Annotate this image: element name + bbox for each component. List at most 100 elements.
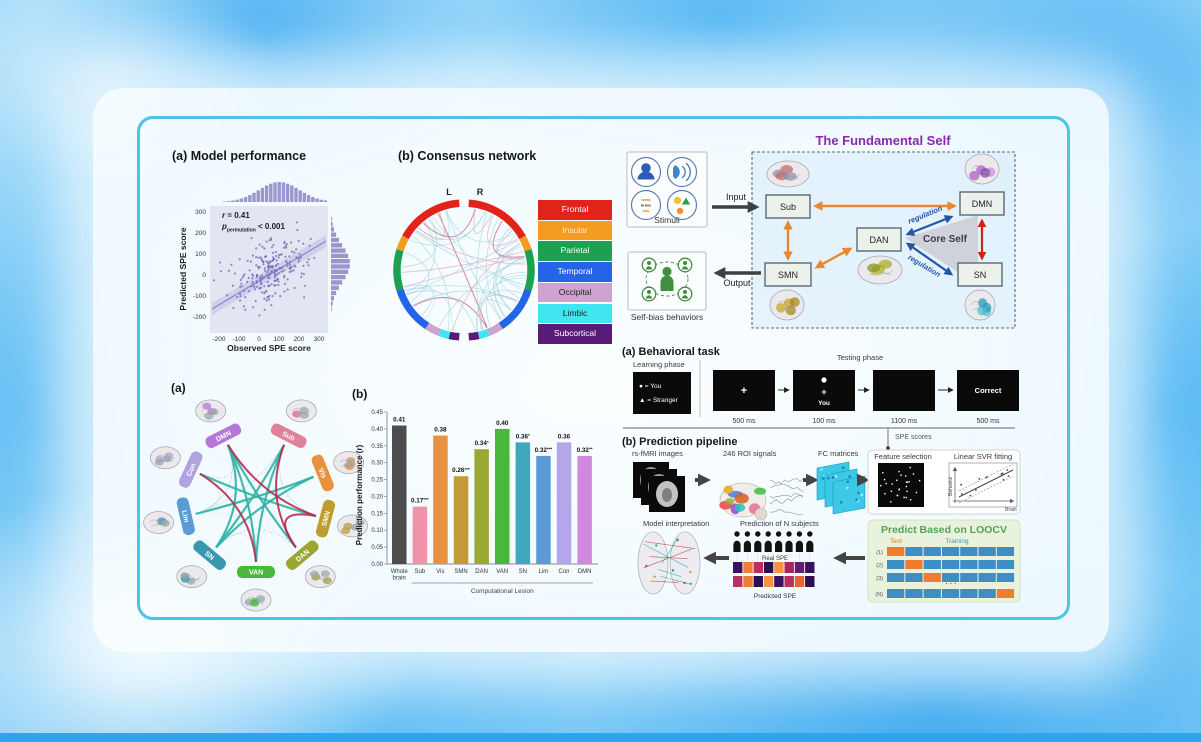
svg-text:Lim: Lim: [539, 569, 549, 575]
screen-stimulus: [793, 370, 855, 411]
stimulus-fixation: +: [821, 387, 826, 397]
svg-text:brave: brave: [641, 204, 651, 208]
scatter-ytick: -200: [192, 314, 206, 321]
svg-text:Vis: Vis: [436, 569, 444, 575]
model-interpretation-label: Model interpretation: [643, 519, 709, 528]
ring-node-smn: SMN: [315, 499, 336, 538]
fixation-cross: +: [741, 385, 747, 397]
fundamental-self-title: The Fundamental Self: [815, 133, 951, 148]
ring-node-con: Con: [178, 451, 203, 488]
brain-icon: [149, 446, 181, 470]
brain-icon: [285, 399, 317, 423]
consensus-connectogram: L R: [393, 187, 535, 341]
ring-node-van: VAN: [237, 566, 275, 578]
bar-vis: [433, 435, 448, 564]
subject-icon: [743, 531, 751, 561]
screen-fixation: [713, 370, 775, 411]
svg-text:0.05: 0.05: [371, 545, 383, 551]
feature-selection-label: Feature selection: [874, 452, 932, 461]
fc-matrices-icon: [816, 461, 866, 515]
subject-icon: [795, 531, 803, 561]
learning-cue-screen: [633, 372, 691, 414]
cue-stranger: ▲ = Stranger: [639, 397, 679, 404]
smn-dan-arrow: [814, 247, 853, 269]
svg-text:0.32***: 0.32***: [535, 447, 553, 454]
svg-text:(1): (1): [876, 550, 883, 556]
model-interpretation-brain-icon: [637, 531, 701, 595]
bar-con: [556, 442, 572, 564]
svg-text:0.32**: 0.32**: [577, 447, 593, 454]
node-dan: DAN: [869, 235, 888, 245]
ring-red-edges: [199, 444, 317, 563]
node-sn: SN: [974, 270, 987, 280]
svg-text:DAN: DAN: [475, 569, 488, 575]
bar-whole-brain: [392, 425, 407, 564]
time-3: 1100 ms: [891, 418, 918, 425]
predicted-spe-label: Predicted SPE: [754, 593, 797, 600]
node-sub: Sub: [780, 202, 796, 212]
bar-van: [495, 428, 510, 564]
bar-sn: [515, 442, 531, 564]
subject-icon: [754, 531, 762, 561]
loocv-title: Predict Based on LOOCV: [881, 524, 1007, 536]
feature-dots: [880, 466, 921, 503]
bar-dan: [474, 449, 489, 564]
node-smn: SMN: [778, 270, 798, 280]
brain-icon: [195, 399, 227, 423]
svg-text:(3): (3): [876, 576, 883, 582]
svg-text:0.41: 0.41: [393, 417, 406, 424]
scatter-ytick: 200: [195, 230, 206, 237]
ring-panel-label: (a): [171, 381, 186, 395]
svg-text:(N): (N): [875, 592, 883, 598]
bar-xlabel: Computational Lesion: [471, 588, 534, 595]
brain-icon: [766, 160, 810, 188]
brain-icon: [143, 511, 174, 534]
shapes-stimulus-icon: [666, 189, 698, 221]
feedback-text: Correct: [975, 386, 1002, 395]
subject-icon: [733, 531, 741, 561]
ring-node-lim: Lim: [176, 497, 195, 536]
ring-node-vis: Vis: [311, 454, 334, 492]
dmn-dan-regulation-arrow: [905, 215, 954, 236]
scatter-panel-title: (a) Model performance: [172, 149, 307, 163]
ring-node-dmn: DMN: [205, 423, 242, 449]
loocv-training-label: Training: [945, 538, 969, 545]
ring-node-sn: SN: [193, 540, 227, 570]
svg-text:VAN: VAN: [496, 569, 508, 575]
subject-icon: [775, 531, 783, 561]
subject-icon: [764, 531, 772, 561]
brain-icon: [304, 565, 336, 589]
ring-teal-edges: [195, 444, 317, 563]
svg-text:0.30: 0.30: [371, 461, 383, 467]
spe-connector-dot: [886, 446, 890, 450]
scatter-xtick: 100: [273, 336, 285, 343]
svr-plot: Behavior Brain: [948, 462, 1018, 513]
time-1: 500 ms: [733, 418, 756, 425]
roi-brain-icon: [719, 478, 804, 521]
legend-row: Frontal: [538, 200, 612, 220]
svg-text:0.26***: 0.26***: [452, 467, 470, 474]
sn-dan-regulation-arrow: [905, 242, 954, 276]
screen-feedback: [957, 370, 1019, 411]
bar-sub: [412, 506, 428, 564]
spe-scores-label: SPE scores: [895, 434, 932, 441]
self-bias-label: Self-bias behaviors: [631, 312, 703, 322]
legend-row: Occipital: [538, 282, 612, 303]
svg-text:0.36: 0.36: [558, 433, 571, 440]
svg-text:0.17***: 0.17***: [411, 497, 429, 504]
scatter-xtick: -100: [232, 336, 246, 343]
scatter-ytick: 300: [195, 209, 206, 216]
svg-text:(2): (2): [876, 563, 883, 569]
svg-text:0.36*: 0.36*: [516, 433, 530, 440]
roi-label: 246 ROI signals: [723, 449, 777, 458]
brain-icon: [769, 289, 805, 321]
brain-icon: [964, 289, 996, 321]
subject-icons: [733, 531, 814, 561]
voice-stimulus-icon: [666, 156, 698, 188]
legend-row: Insular: [538, 220, 612, 241]
r-value-text: r = 0.41: [222, 211, 250, 220]
spe-heatmap-strips: [733, 562, 815, 587]
